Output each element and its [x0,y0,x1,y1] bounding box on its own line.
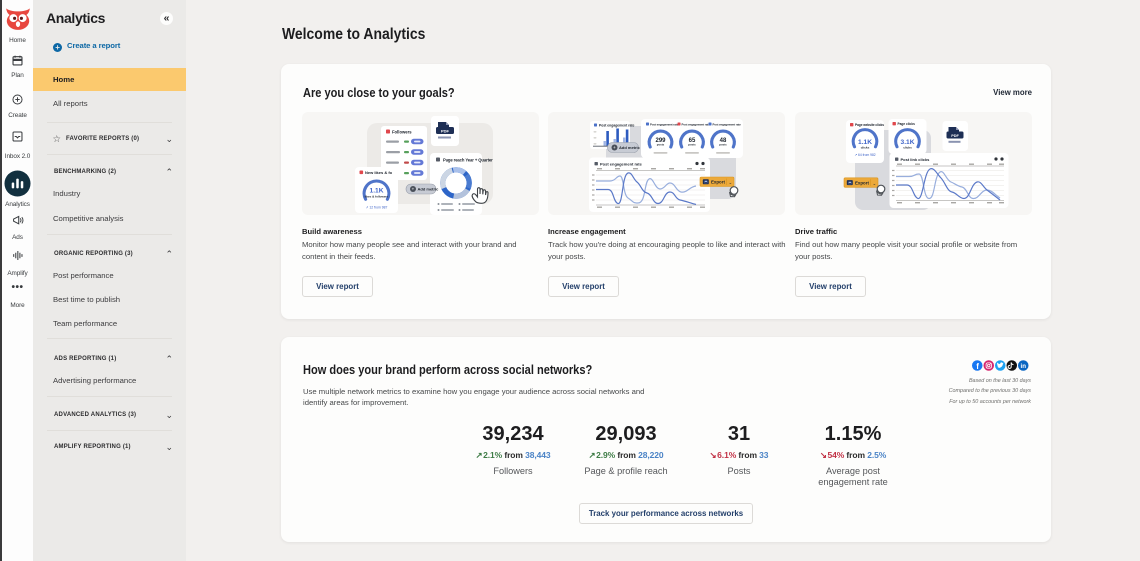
svg-text:+: + [613,145,616,150]
svg-text:Add metric: Add metric [418,187,440,192]
svg-text:New likes & fo: New likes & fo [365,170,393,175]
svg-text:↗ 64 from 982: ↗ 64 from 982 [854,153,875,157]
svg-text:in: in [1021,363,1027,370]
svg-text:posts: posts [719,143,727,147]
svg-text:PDF: PDF [951,134,959,138]
svg-text:65: 65 [689,138,696,144]
svg-text:Page reach Year + Quarter: Page reach Year + Quarter [443,158,493,163]
svg-text:likes & followers: likes & followers [365,194,389,198]
svg-text:⌄: ⌄ [729,180,733,185]
svg-text:Post engagement rate: Post engagement rate [600,162,643,167]
svg-text:⬒: ⬒ [704,180,707,184]
svg-text:Post engagement rate: Post engagement rate [682,122,711,126]
svg-text:Page clicks: Page clicks [898,122,916,126]
svg-text:1.1K: 1.1K [858,139,872,146]
svg-text:posts: posts [657,143,665,147]
svg-text:Export: Export [855,181,869,186]
svg-text:+: + [412,187,415,192]
svg-text:clicks: clicks [861,145,870,149]
svg-text:↗ 12 from 987: ↗ 12 from 987 [366,206,388,210]
svg-text:Post engagement rate: Post engagement rate [599,124,635,128]
svg-text:48: 48 [720,138,727,144]
svg-text:PDF: PDF [441,128,450,133]
svg-text:⬒: ⬒ [848,181,851,185]
svg-text:299: 299 [655,138,666,144]
svg-text:f: f [976,362,979,371]
svg-text:Followers: Followers [392,129,412,134]
svg-text:⌄: ⌄ [873,181,877,186]
svg-text:clicks: clicks [903,145,912,149]
svg-text:1.1K: 1.1K [370,188,384,195]
svg-text:3.1K: 3.1K [901,139,915,146]
svg-text:Post engagement rate: Post engagement rate [650,122,679,126]
svg-text:Post link clicks: Post link clicks [901,157,931,162]
svg-text:Post engagement rate: Post engagement rate [713,122,742,126]
svg-text:posts: posts [688,143,696,147]
svg-text:Add metric: Add metric [619,145,641,150]
svg-text:Page website clicks: Page website clicks [855,123,884,127]
svg-text:Export: Export [711,180,725,185]
